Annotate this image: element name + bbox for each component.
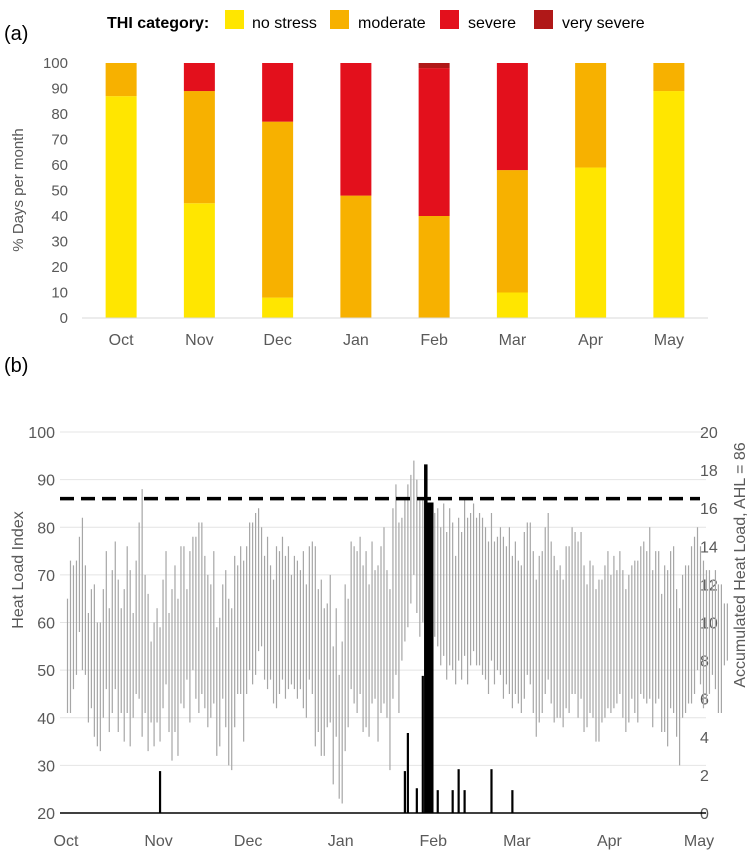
- y-tick-label-right: 6: [700, 692, 709, 709]
- x-tick-label: Apr: [578, 332, 604, 349]
- x-tick-label: Jan: [343, 332, 369, 349]
- y-tick-label: 20: [37, 806, 55, 823]
- y-tick-label: 20: [51, 259, 68, 276]
- bar-segment: [340, 195, 372, 318]
- y-tick-label-right: 8: [700, 654, 709, 671]
- x-tick-label: May: [654, 332, 684, 349]
- y-tick-label: 60: [37, 616, 55, 633]
- x-tick-label: Mar: [503, 833, 531, 850]
- legend-label-severe: severe: [468, 15, 516, 32]
- bar-segment: [183, 203, 215, 318]
- y-tick-label: 30: [37, 758, 55, 775]
- legend-swatch-very-severe: [534, 10, 553, 29]
- panel-b-label: (b): [4, 355, 28, 377]
- x-tick-label: May: [684, 833, 714, 850]
- bar-segment: [496, 170, 528, 293]
- y-tick-label: 50: [51, 183, 68, 200]
- y-tick-label: 60: [51, 157, 68, 174]
- bar-segment: [496, 292, 528, 318]
- legend-label-very-severe: very severe: [562, 15, 645, 32]
- panel-a-bars: [105, 63, 685, 319]
- y-tick-label: 70: [37, 568, 55, 585]
- bar-segment: [183, 91, 215, 204]
- y-tick-label: 10: [51, 285, 68, 302]
- x-tick-label: Dec: [234, 833, 262, 850]
- x-tick-label: Feb: [420, 332, 448, 349]
- x-tick-label: Nov: [185, 332, 213, 349]
- x-tick-label: Oct: [109, 332, 134, 349]
- x-tick-label: Jan: [328, 833, 354, 850]
- y-tick-label: 90: [37, 473, 55, 490]
- y-tick-label-right: 20: [700, 425, 718, 442]
- bar-segment: [496, 63, 528, 171]
- y-tick-label-right: 14: [700, 539, 718, 556]
- y-tick-label: 30: [51, 234, 68, 251]
- y-tick-label-right: 2: [700, 768, 709, 785]
- y-tick-label: 0: [60, 310, 68, 327]
- x-tick-label: Nov: [144, 833, 172, 850]
- x-tick-label: Apr: [597, 833, 623, 850]
- panel-b-gridlines: [60, 431, 706, 766]
- y-tick-label: 90: [51, 81, 68, 98]
- panel-a-label: (a): [4, 23, 28, 45]
- y-tick-label: 40: [37, 711, 55, 728]
- panel-b-ahl-series: [158, 464, 514, 813]
- x-tick-label: Mar: [499, 332, 527, 349]
- panel-a-x-tick-labels: Oct Nov Dec Jan Feb Mar Apr May: [109, 332, 684, 349]
- legend-swatch-moderate: [330, 10, 349, 29]
- bar-segment: [575, 63, 607, 168]
- panel-b-left-y-axis-title: Heat Load Index: [10, 511, 27, 628]
- bar-segment: [418, 63, 450, 69]
- y-tick-label: 70: [51, 132, 68, 149]
- bar-segment: [418, 68, 450, 216]
- panel-b-daily-range-series: [66, 460, 728, 804]
- bar-segment: [262, 297, 294, 318]
- legend-label-no-stress: no stress: [252, 15, 317, 32]
- y-tick-label: 100: [43, 55, 68, 72]
- y-tick-label-right: 18: [700, 463, 718, 480]
- legend: THI category: no stress moderate severe …: [107, 10, 645, 32]
- bar-segment: [183, 63, 215, 92]
- y-tick-label: 80: [37, 520, 55, 537]
- legend-swatch-no-stress: [225, 10, 244, 29]
- y-tick-label: 40: [51, 208, 68, 225]
- bar-segment: [262, 121, 294, 298]
- x-tick-label: Oct: [54, 833, 79, 850]
- bar-segment: [653, 63, 685, 92]
- bar-segment: [105, 63, 137, 97]
- y-tick-label-right: 16: [700, 501, 718, 518]
- bar-segment: [653, 91, 685, 318]
- panel-a-y-axis-title: % Days per month: [10, 128, 27, 251]
- legend-label-moderate: moderate: [358, 15, 426, 32]
- legend-swatch-severe: [440, 10, 459, 29]
- panel-a-y-tick-labels: 0 10 20 30 40 50 60 70 80 90 100: [43, 55, 68, 327]
- bar-segment: [105, 96, 137, 319]
- y-tick-label-right: 0: [700, 806, 709, 823]
- x-tick-label: Feb: [419, 833, 447, 850]
- x-tick-label: Dec: [263, 332, 291, 349]
- legend-title: THI category:: [107, 15, 209, 32]
- panel-b-left-y-tick-labels: 20 30 40 50 60 70 80 90 100: [28, 425, 55, 823]
- bar-segment: [575, 167, 607, 318]
- panel-b-x-tick-labels: Oct Nov Dec Jan Feb Mar Apr May: [54, 833, 715, 850]
- y-tick-label: 50: [37, 663, 55, 680]
- y-tick-label: 80: [51, 106, 68, 123]
- bar-segment: [340, 63, 372, 196]
- panel-b-right-y-axis-title: Accumulated Heat Load, AHL = 86: [732, 442, 749, 687]
- bar-segment: [262, 63, 294, 122]
- bar-segment: [418, 216, 450, 318]
- y-tick-label-right: 4: [700, 730, 709, 747]
- y-tick-label: 100: [28, 425, 55, 442]
